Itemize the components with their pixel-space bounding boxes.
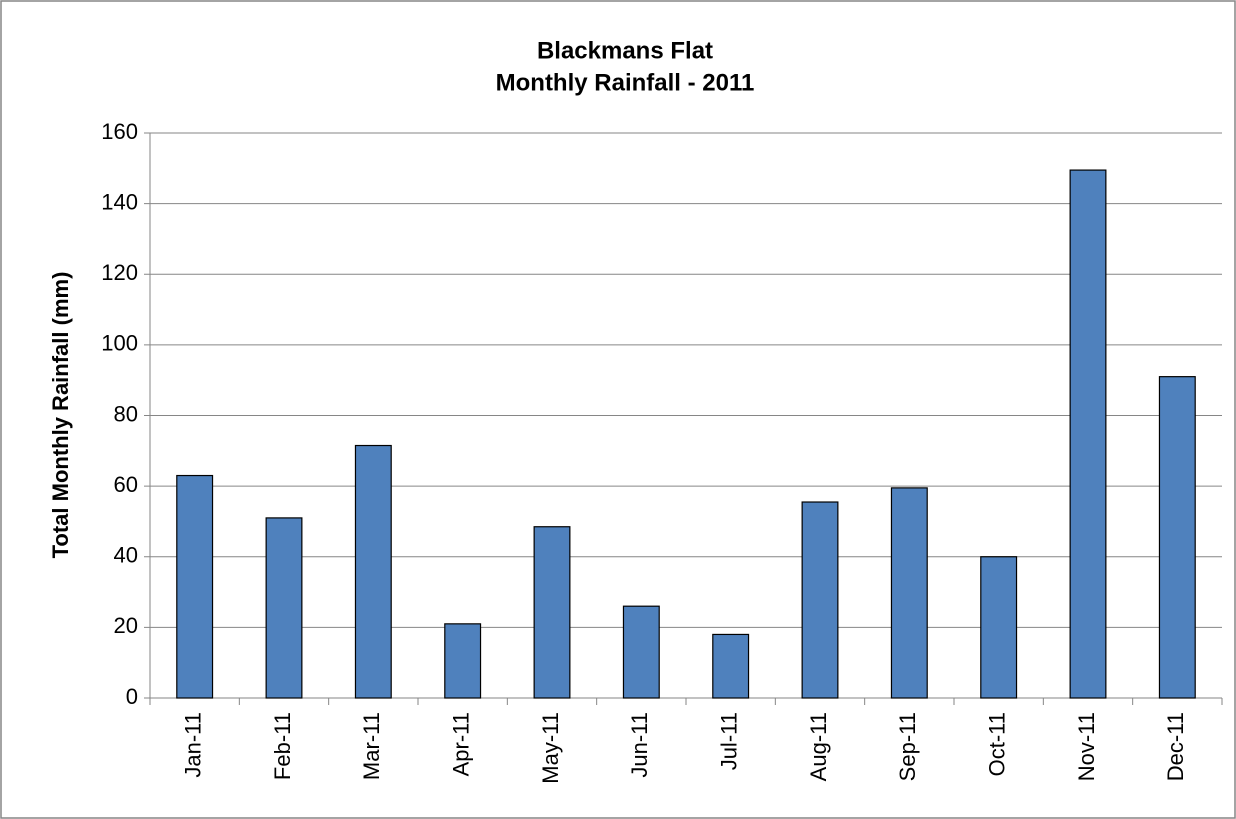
x-tick-label: Feb-11 [270,712,295,780]
y-tick-label: 0 [126,684,138,709]
bar [1069,169,1107,699]
x-tick-label: Aug-11 [806,712,831,781]
chart-title: Monthly Rainfall - 2011 [496,69,755,96]
bar [176,474,214,699]
x-tick-label: Dec-11 [1163,712,1188,781]
y-tick-label: 120 [101,260,138,285]
x-tick-label: Sep-11 [895,712,920,781]
bar [712,633,750,699]
x-tick-label: Nov-11 [1074,712,1099,781]
x-tick-label: Jul-11 [716,712,741,770]
y-tick-label: 80 [114,401,138,426]
bar [533,526,571,699]
bar [354,444,392,699]
chart-title: Blackmans Flat [537,37,713,64]
bar [444,623,482,699]
x-tick-label: Mar-11 [359,712,384,780]
bar [1158,376,1196,699]
y-tick-label: 40 [114,543,138,568]
y-tick-label: 140 [101,189,138,214]
y-tick-label: 20 [114,613,138,638]
y-tick-label: 100 [101,331,138,356]
y-tick-label: 60 [114,472,138,497]
x-tick-label: May-11 [538,712,563,784]
y-tick-label: 160 [101,119,138,144]
y-axis-label: Total Monthly Rainfall (mm) [48,272,73,559]
x-tick-label: Oct-11 [984,712,1009,776]
bar [622,605,660,699]
bar [890,487,928,699]
bar [980,556,1018,699]
x-tick-label: Jun-11 [627,712,652,778]
bar [265,517,303,699]
x-tick-label: Jan-11 [180,712,205,778]
x-tick-label: Apr-11 [448,712,473,776]
bar [801,501,839,699]
